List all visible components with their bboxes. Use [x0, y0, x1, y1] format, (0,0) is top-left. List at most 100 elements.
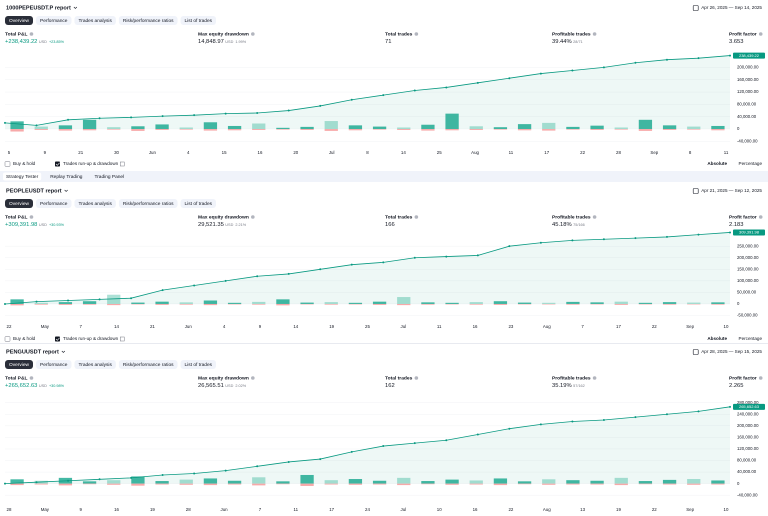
checkbox[interactable] — [4, 336, 11, 342]
runup-bar — [590, 480, 604, 484]
checkbox-checked[interactable] — [55, 336, 60, 342]
tab[interactable]: Trades analysis — [78, 362, 112, 368]
tab-bg[interactable] — [118, 16, 178, 25]
toggle-percentage[interactable]: Percentage — [739, 336, 763, 341]
runup-bar — [131, 476, 145, 484]
stat-label: Max equity drawdown — [198, 375, 249, 381]
x-tick-label: 22 — [652, 507, 657, 512]
runup-bar — [493, 478, 508, 484]
x-tick-label: 9 — [79, 507, 82, 512]
info-icon — [758, 215, 763, 219]
tab[interactable]: Risk/performance ratios — [123, 18, 174, 24]
toggle-percentage[interactable]: Percentage — [739, 161, 763, 166]
date-range[interactable]: Apr 28, 2025 — Sep 15, 2025 — [701, 349, 762, 354]
runup-bar — [421, 481, 435, 484]
equity-point — [508, 77, 511, 80]
drawdown-bar — [493, 129, 508, 130]
checkbox-label[interactable]: Buy & hold — [13, 336, 36, 341]
equity-point — [729, 405, 731, 408]
x-tick-label: 11 — [294, 507, 299, 512]
tab[interactable]: List of trades — [185, 201, 213, 207]
runup-bar — [493, 301, 508, 304]
runup-bar — [469, 480, 483, 484]
runup-bar — [348, 479, 363, 484]
stat-sub: 2.02% — [235, 384, 246, 388]
equity-point — [350, 263, 353, 266]
y-tick-label: 160,000.00 — [737, 77, 759, 82]
tab[interactable]: Overview — [9, 362, 30, 368]
equity-point — [319, 268, 322, 271]
tab-bg[interactable] — [180, 199, 217, 208]
tab-bg[interactable] — [36, 199, 72, 208]
checkbox-label[interactable]: Trades run-up & drawdown — [63, 336, 119, 341]
drawdown-bar — [542, 129, 556, 131]
tab[interactable]: Risk/performance ratios — [123, 362, 174, 368]
tab-bg[interactable] — [5, 16, 33, 25]
report-title[interactable]: PEOPLEUSDT report — [6, 188, 62, 194]
runup-bar — [34, 126, 48, 130]
drawdown-bar — [252, 483, 266, 486]
equity-point — [602, 238, 605, 241]
tab[interactable]: Risk/performance ratios — [123, 201, 174, 207]
tab-bg[interactable] — [74, 199, 116, 208]
bottom-tab[interactable]: Strategy Tester — [6, 174, 39, 180]
tab-bg[interactable] — [118, 360, 178, 369]
tab[interactable]: Trades analysis — [78, 18, 112, 24]
runup-bar — [687, 302, 701, 304]
x-tick-label: 10 — [724, 507, 729, 512]
runup-bar — [300, 302, 314, 304]
stat-value: 45.18% — [552, 222, 572, 228]
tab-bg[interactable] — [118, 199, 178, 208]
checkbox-checked[interactable] — [55, 161, 60, 167]
report-title[interactable]: 1000PEPEUSDT.P report — [6, 5, 71, 11]
stat-sub: 57/162 — [573, 384, 585, 388]
tab-bg[interactable] — [180, 360, 217, 369]
checkbox-label[interactable]: Buy & hold — [13, 161, 36, 166]
tab-bg[interactable] — [5, 199, 33, 208]
toggle-absolute[interactable]: Absolute — [707, 161, 727, 166]
date-range[interactable]: Apr 26, 2025 — Sep 14, 2025 — [701, 5, 762, 10]
drawdown-bar — [493, 483, 508, 486]
bottom-tab-bg[interactable] — [3, 172, 42, 181]
bottom-tab[interactable]: Trading Panel — [94, 174, 124, 180]
tab[interactable]: Performance — [40, 201, 68, 207]
tab-bg[interactable] — [36, 360, 72, 369]
checkbox[interactable] — [4, 161, 11, 167]
tab[interactable]: Performance — [40, 18, 68, 24]
checkbox-label[interactable]: Trades run-up & drawdown — [63, 161, 119, 166]
x-tick-label: 28 — [616, 150, 621, 155]
runup-bar — [566, 126, 580, 130]
runup-bar — [517, 481, 532, 484]
tab-bg[interactable] — [36, 16, 72, 25]
runup-bar — [82, 119, 97, 130]
report-panel: PEOPLEUSDT report Apr 21, 2025 — Sep 12, … — [4, 188, 765, 342]
tab[interactable]: List of trades — [185, 18, 213, 24]
drawdown-bar — [687, 483, 701, 485]
tab-bg[interactable] — [180, 16, 217, 25]
toggle-absolute[interactable]: Absolute — [707, 336, 727, 341]
tab[interactable]: Overview — [9, 201, 30, 207]
date-range[interactable]: Apr 21, 2025 — Sep 12, 2025 — [701, 188, 762, 193]
tab[interactable]: List of trades — [185, 362, 213, 368]
x-tick-label: 8 — [366, 150, 369, 155]
x-tick-label: 11 — [724, 150, 729, 155]
drawdown-bar — [590, 483, 604, 485]
x-tick-label: 19 — [150, 507, 155, 512]
tab[interactable]: Overview — [9, 18, 30, 24]
drawdown-bar — [155, 129, 169, 130]
drawdown-bar — [34, 483, 48, 485]
tab[interactable]: Performance — [40, 362, 68, 368]
drawdown-bar — [131, 483, 145, 486]
tab[interactable]: Trades analysis — [78, 201, 112, 207]
runup-bar — [687, 479, 701, 484]
bottom-tab[interactable]: Replay Trading — [50, 174, 83, 180]
tab-bg[interactable] — [5, 360, 33, 369]
tab-bg[interactable] — [74, 16, 116, 25]
last-value-label: 238,439.22 — [739, 53, 760, 58]
stat-label: Profit factor — [729, 31, 757, 37]
info-icon — [414, 376, 419, 380]
tab-bg[interactable] — [74, 360, 116, 369]
equity-point — [287, 272, 290, 275]
report-title[interactable]: PENGUUSDT report — [6, 349, 59, 355]
drawdown-bar — [179, 129, 193, 130]
